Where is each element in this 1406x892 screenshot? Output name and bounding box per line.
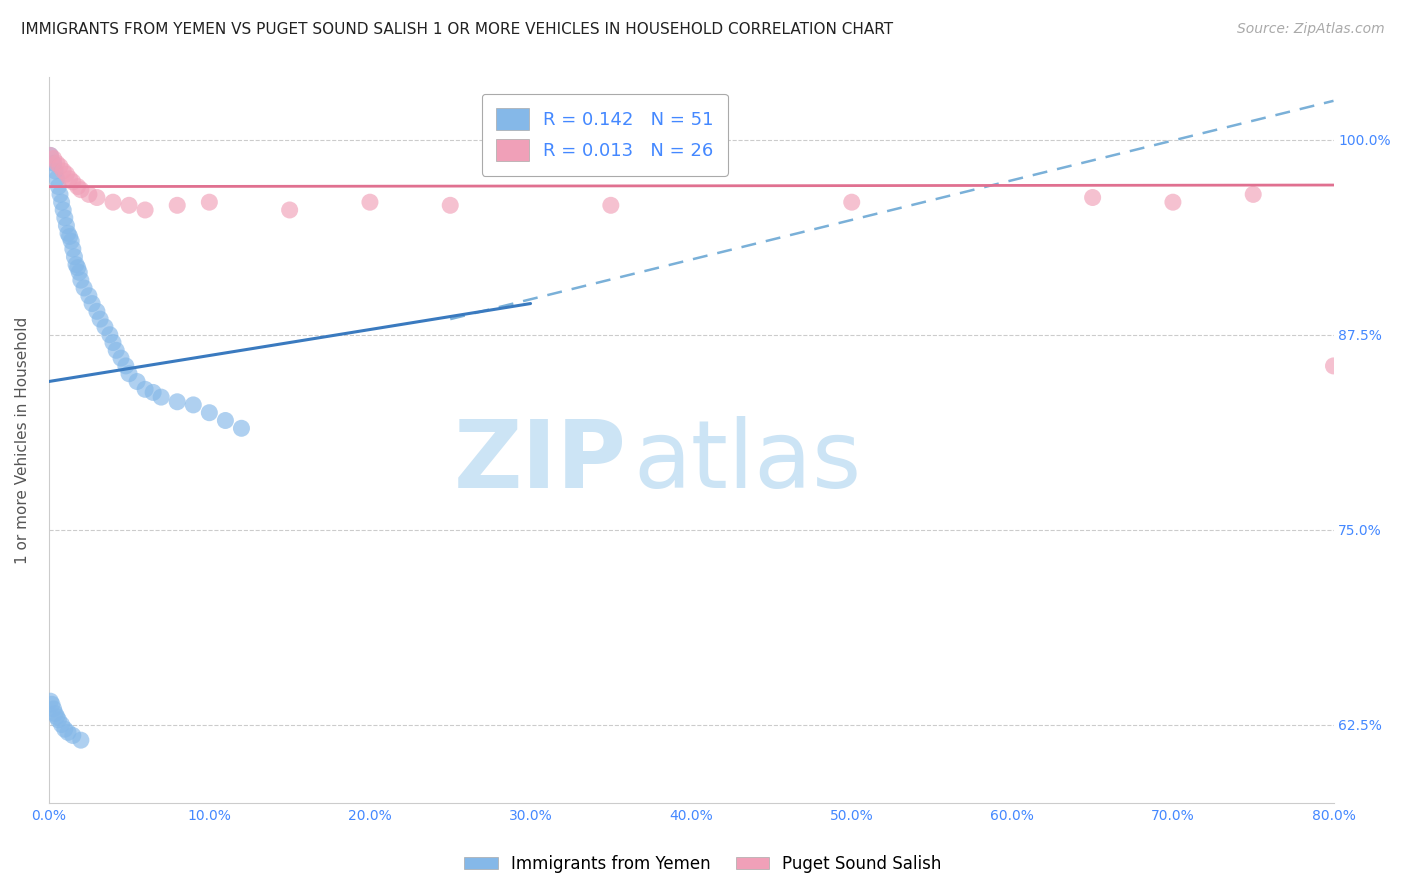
Point: [278, 202, 301, 217]
Point: [62, 175, 84, 189]
Point: [94, 320, 117, 334]
Point: [52, 202, 75, 217]
Point: [44, 706, 66, 721]
Text: IMMIGRANTS FROM YEMEN VS PUGET SOUND SALISH 1 OR MORE VEHICLES IN HOUSEHOLD CORR: IMMIGRANTS FROM YEMEN VS PUGET SOUND SAL…: [21, 22, 893, 37]
Point: [82, 296, 104, 310]
Point: [166, 394, 188, 409]
Point: [98, 327, 121, 342]
Point: [86, 190, 108, 204]
Point: [62, 242, 84, 256]
Point: [231, 421, 253, 435]
Point: [70, 733, 93, 747]
Point: [55, 219, 77, 233]
Point: [359, 195, 381, 210]
Point: [66, 260, 89, 275]
Legend: R = 0.142   N = 51, R = 0.013   N = 26: R = 0.142 N = 51, R = 0.013 N = 26: [482, 94, 728, 176]
Legend: Immigrants from Yemen, Puget Sound Salish: Immigrants from Yemen, Puget Sound Salis…: [458, 848, 948, 880]
Point: [53, 723, 76, 737]
Point: [63, 250, 86, 264]
Point: [166, 198, 188, 212]
Point: [53, 211, 76, 225]
Point: [60, 234, 83, 248]
Point: [48, 713, 70, 727]
Point: [118, 367, 141, 381]
Point: [66, 179, 89, 194]
Point: [150, 390, 173, 404]
Point: [51, 195, 73, 210]
Point: [105, 343, 128, 358]
Point: [55, 167, 77, 181]
Point: [51, 717, 73, 731]
Y-axis label: 1 or more Vehicles in Household: 1 or more Vehicles in Household: [15, 317, 30, 564]
Point: [42, 702, 65, 716]
Point: [67, 265, 90, 279]
Point: [599, 198, 621, 212]
Point: [45, 156, 67, 170]
Point: [77, 289, 100, 303]
Point: [39, 694, 62, 708]
Point: [110, 351, 132, 365]
Point: [49, 159, 72, 173]
Point: [59, 171, 82, 186]
Point: [70, 183, 93, 197]
Point: [41, 698, 63, 712]
Point: [134, 382, 156, 396]
Point: [62, 729, 84, 743]
Point: [52, 164, 75, 178]
Point: [142, 385, 165, 400]
Point: [45, 710, 67, 724]
Point: [1161, 195, 1184, 210]
Point: [45, 171, 67, 186]
Point: [114, 359, 136, 373]
Point: [101, 195, 124, 210]
Point: [118, 198, 141, 212]
Point: [77, 187, 100, 202]
Point: [214, 413, 236, 427]
Point: [198, 406, 221, 420]
Point: [39, 148, 62, 162]
Point: [198, 195, 221, 210]
Point: [48, 179, 70, 194]
Point: [39, 148, 62, 162]
Point: [59, 229, 82, 244]
Text: ZIP: ZIP: [454, 416, 627, 508]
Point: [42, 156, 65, 170]
Point: [1322, 359, 1344, 373]
Point: [70, 273, 93, 287]
Point: [56, 725, 79, 739]
Point: [44, 164, 66, 178]
Text: atlas: atlas: [633, 416, 862, 508]
Point: [439, 198, 461, 212]
Point: [101, 335, 124, 350]
Point: [89, 312, 111, 326]
Point: [134, 202, 156, 217]
Point: [1081, 190, 1104, 204]
Point: [42, 152, 65, 166]
Point: [49, 187, 72, 202]
Point: [73, 281, 96, 295]
Point: [181, 398, 204, 412]
Point: [1241, 187, 1264, 202]
Text: Source: ZipAtlas.com: Source: ZipAtlas.com: [1237, 22, 1385, 37]
Point: [65, 258, 87, 272]
Point: [86, 304, 108, 318]
Point: [56, 227, 79, 241]
Point: [125, 375, 148, 389]
Point: [841, 195, 863, 210]
